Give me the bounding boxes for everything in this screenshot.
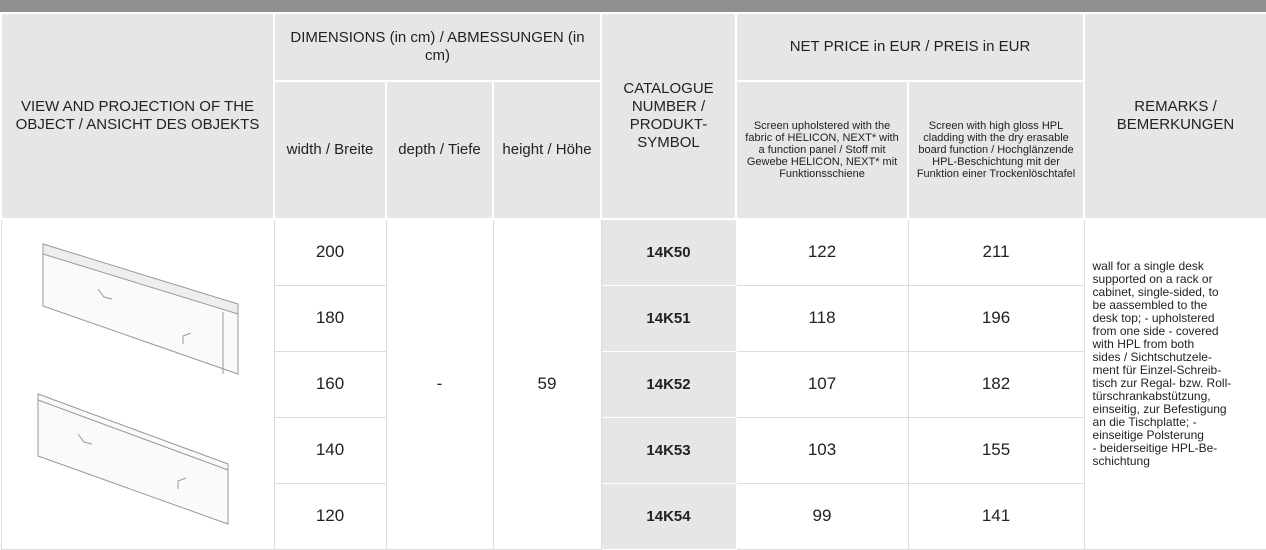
price-cell: 196	[907, 284, 1085, 352]
remarks-line: be aassembled to the	[1092, 298, 1208, 312]
price-cell: 122	[735, 218, 909, 286]
remarks-line: einseitig, zur Befestigung	[1092, 402, 1227, 416]
top-bar	[0, 0, 1266, 12]
remarks-line: wall for a single desk	[1092, 259, 1204, 273]
price-table: VIEW AND PROJECTION OF THE OBJECT / ANSI…	[0, 12, 1266, 550]
header-cell: REMARKS / BEMERKUNGEN	[1083, 12, 1266, 220]
table-row: 160 14K52 107 182	[1, 350, 1266, 418]
catalogue-cell: 14K51	[600, 284, 737, 352]
header-cell: VIEW AND PROJECTION OF THE OBJECT / ANSI…	[0, 12, 275, 220]
remarks-line: an die Tischplatte; -	[1092, 415, 1197, 429]
header-cell: width / Breite	[273, 80, 387, 220]
catalogue-cell: 14K54	[600, 482, 737, 550]
object-drawing	[37, 243, 238, 525]
width-cell: 200	[273, 218, 387, 286]
price-cell: 118	[735, 284, 909, 352]
catalogue-cell: 14K53	[600, 416, 737, 484]
object-image	[0, 218, 275, 550]
header-cell: DIMENSIONS (in cm) / ABMESSUNGEN (in cm)	[272, 12, 603, 82]
price-cell: 99	[735, 482, 909, 550]
width-cell: 180	[273, 284, 387, 352]
price-cell: 155	[907, 416, 1085, 484]
remarks-line: desk top; - upholstered	[1092, 311, 1215, 325]
remarks-line: - beiderseitige HPL-Be-	[1092, 441, 1218, 455]
remarks-line: with HPL from both	[1092, 337, 1195, 351]
remarks-cell: wall for a single desk supported on a rac…	[1083, 218, 1266, 550]
remarks-line: cabinet, single-sided, to	[1092, 285, 1219, 299]
price-cell: 103	[735, 416, 909, 484]
header-cell: height / Höhe	[491, 80, 603, 220]
price-cell: 141	[907, 482, 1085, 550]
header-cell: NET PRICE in EUR / PREIS in EUR	[735, 12, 1086, 82]
table-row: 180 14K51 118 196	[1, 284, 1266, 352]
table-row: 140 14K53 103 155	[1, 416, 1266, 484]
remarks-line: from one side - covered	[1092, 324, 1219, 338]
catalogue-cell: 14K52	[600, 350, 737, 418]
remarks-line: schichtung	[1092, 454, 1150, 468]
table-body: 200-59 14K50 122 211 wall for a single desk s…	[0, 218, 1266, 550]
remarks-line: tisch zur Regal- bzw. Roll-	[1092, 376, 1232, 390]
remarks-line: einseitige Polsterung	[1092, 428, 1204, 442]
remarks-line: supported on a rack or	[1092, 272, 1213, 286]
remarks-line: türschrankabstützung,	[1092, 389, 1211, 403]
table-row: 120 14K54 99 141	[1, 482, 1266, 550]
height-cell: 59	[492, 218, 602, 550]
remarks-line: sides / Sichtschutzele-	[1092, 350, 1212, 364]
width-cell: 160	[273, 350, 387, 418]
table-row: 200-59 14K50 122 211 wall for a single desk s…	[0, 218, 1266, 550]
catalogue-cell: 14K50	[600, 218, 737, 286]
header-cell: depth / Tiefe	[385, 80, 494, 220]
price-cell: 182	[907, 350, 1085, 418]
depth-cell: -	[385, 218, 494, 550]
header-cell: Screen with high gloss HPL cladding with…	[907, 80, 1086, 220]
width-cell: 140	[273, 416, 387, 484]
price-cell: 211	[907, 218, 1085, 286]
width-cell: 120	[273, 482, 387, 550]
header-cell: CATALOGUE NUMBER / PRODUKT-SYMBOL	[600, 12, 738, 220]
header-cell: Screen upholstered with the fabric of HE…	[735, 80, 910, 220]
price-cell: 107	[735, 350, 909, 418]
remarks-line: ment für Einzel-Schreib-	[1092, 363, 1222, 377]
